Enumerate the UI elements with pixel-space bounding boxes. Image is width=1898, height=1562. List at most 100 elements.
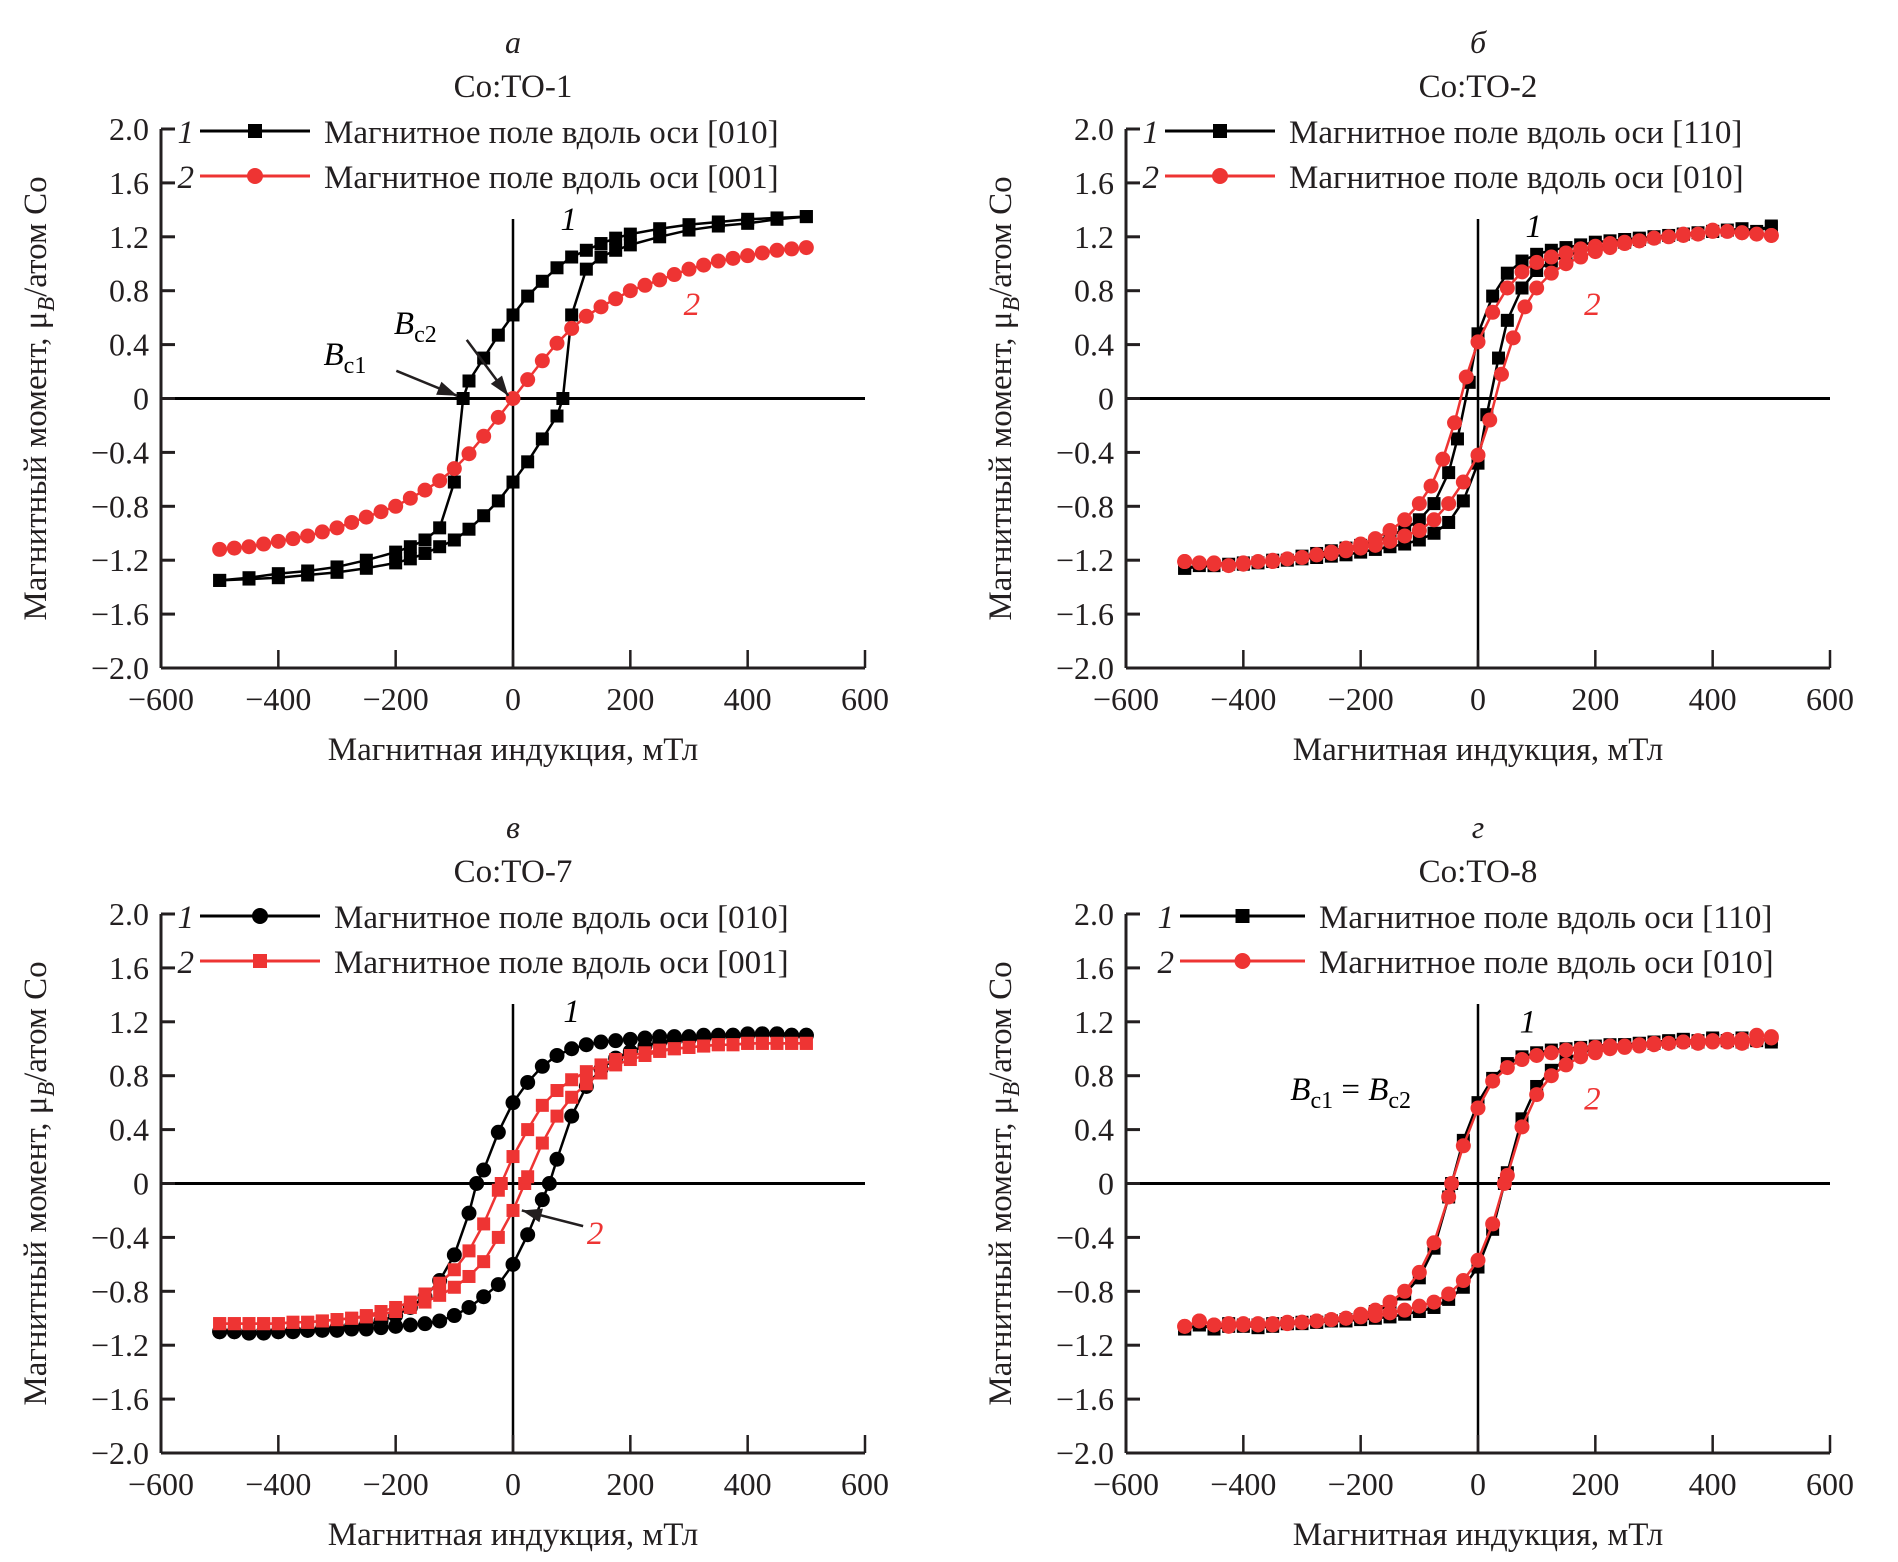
y-axis-title: Магнитный момент, μB/атом Co (983, 176, 1025, 620)
data-point-square (271, 571, 285, 585)
data-point-circle (1646, 230, 1662, 246)
x-tick-label: 200 (1571, 1466, 1619, 1502)
data-point-circle (1558, 1057, 1574, 1073)
data-point-square (359, 1310, 373, 1324)
data-point-square (506, 475, 520, 489)
panel-title: Co:ТО-1 (454, 69, 573, 105)
x-tick-label: −400 (245, 1466, 311, 1502)
y-tick-label: −2.0 (1056, 650, 1114, 686)
data-point-circle (1690, 1035, 1706, 1051)
panel-letter: б (1470, 24, 1487, 60)
legend-marker-square (248, 124, 262, 138)
data-point-square (227, 1317, 241, 1331)
data-point-circle (1353, 1309, 1369, 1325)
data-point-square (491, 1183, 505, 1197)
y-tick-label: −1.2 (91, 1327, 149, 1363)
panel-letter: а (505, 24, 521, 60)
y-tick-label: −0.8 (1056, 1273, 1114, 1309)
data-point-circle (1690, 226, 1706, 242)
legend-label: Магнитное поле вдоль оси [110] (1319, 900, 1772, 936)
data-point-square (682, 223, 696, 237)
data-point-circle (1441, 1189, 1457, 1205)
data-point-square (711, 219, 725, 233)
data-point-circle (1250, 554, 1266, 570)
legend-label: Магнитное поле вдоль оси [010] (324, 115, 779, 151)
data-point-circle (608, 291, 624, 307)
x-tick-label: 0 (1470, 681, 1486, 717)
data-point-square (1492, 351, 1506, 365)
y-tick-label: 0 (1098, 381, 1114, 417)
data-point-square (1442, 466, 1456, 480)
legend-number: 2 (1143, 160, 1160, 196)
data-point-square (697, 1039, 711, 1053)
data-point-square (623, 1053, 637, 1067)
data-point-circle (1447, 415, 1463, 431)
data-point-circle (1206, 556, 1222, 572)
legend-label: Магнитное поле вдоль оси [010] (334, 900, 789, 936)
data-point-square (477, 351, 491, 365)
data-point-circle (226, 540, 242, 556)
data-point-square (623, 227, 637, 241)
x-tick-label: −600 (1093, 681, 1159, 717)
y-tick-label: −2.0 (91, 1435, 149, 1471)
data-point-square (330, 1313, 344, 1327)
data-point-circle (622, 1031, 638, 1047)
data-point-square (462, 1269, 476, 1283)
data-point-circle (1323, 545, 1339, 561)
data-point-square (535, 274, 549, 288)
data-point-square (433, 1288, 447, 1302)
data-point-circle (608, 1033, 624, 1049)
y-tick-label: 0.8 (1074, 273, 1114, 309)
data-point-circle (241, 539, 257, 555)
y-tick-label: −0.4 (91, 434, 149, 470)
legend-number: 1 (1143, 115, 1160, 151)
data-point-square (741, 1036, 755, 1050)
legend-label: Магнитное поле вдоль оси [001] (334, 945, 789, 981)
data-point-circle (1470, 334, 1486, 350)
x-tick-label: 0 (505, 1466, 521, 1502)
data-point-circle (1235, 1317, 1251, 1333)
data-point-circle (469, 1176, 485, 1191)
y-tick-label: 0.8 (109, 273, 149, 309)
data-point-circle (1191, 555, 1207, 571)
data-point-square (1442, 515, 1456, 529)
data-point-circle (541, 1176, 557, 1191)
data-point-circle (564, 320, 580, 336)
legend-marker-circle (1234, 953, 1251, 969)
data-point-square (770, 1036, 784, 1050)
y-tick-label: 0 (133, 381, 149, 417)
data-point-circle (1353, 540, 1369, 556)
data-point-circle (1265, 1316, 1281, 1332)
x-axis-title: Магнитная индукция, мТл (328, 1517, 699, 1553)
data-point-circle (1734, 1031, 1750, 1047)
data-point-square (477, 509, 491, 523)
legend-marker-square (1235, 909, 1250, 923)
data-point-circle (1529, 1047, 1545, 1063)
data-point-square (403, 552, 417, 566)
x-axis-title: Магнитная индукция, мТл (1293, 1517, 1664, 1553)
data-point-circle (1587, 1045, 1603, 1061)
y-tick-label: 0 (1098, 1166, 1114, 1202)
panel-letter: г (1472, 809, 1484, 845)
data-point-circle (1367, 1308, 1383, 1324)
y-axis-title: Магнитный момент, μB/атом Co (18, 176, 60, 620)
data-point-circle (1617, 236, 1633, 252)
data-point-circle (1517, 299, 1533, 315)
data-point-circle (1177, 554, 1193, 570)
data-point-circle (1397, 528, 1413, 544)
y-tick-label: 1.6 (109, 165, 149, 201)
data-point-circle (344, 514, 360, 530)
x-tick-label: 0 (505, 681, 521, 717)
data-point-circle (1705, 223, 1721, 239)
y-tick-label: −1.6 (91, 596, 149, 632)
data-point-circle (417, 1316, 433, 1332)
data-point-square (403, 540, 417, 554)
legend-marker-circle (252, 908, 268, 924)
data-point-circle (446, 1247, 462, 1263)
y-tick-label: 2.0 (109, 111, 149, 147)
y-tick-label: −0.8 (1056, 488, 1114, 524)
data-point-circle (1505, 330, 1521, 346)
data-point-square (491, 328, 505, 342)
data-point-circle (1675, 226, 1691, 242)
data-point-circle (1543, 1045, 1559, 1061)
